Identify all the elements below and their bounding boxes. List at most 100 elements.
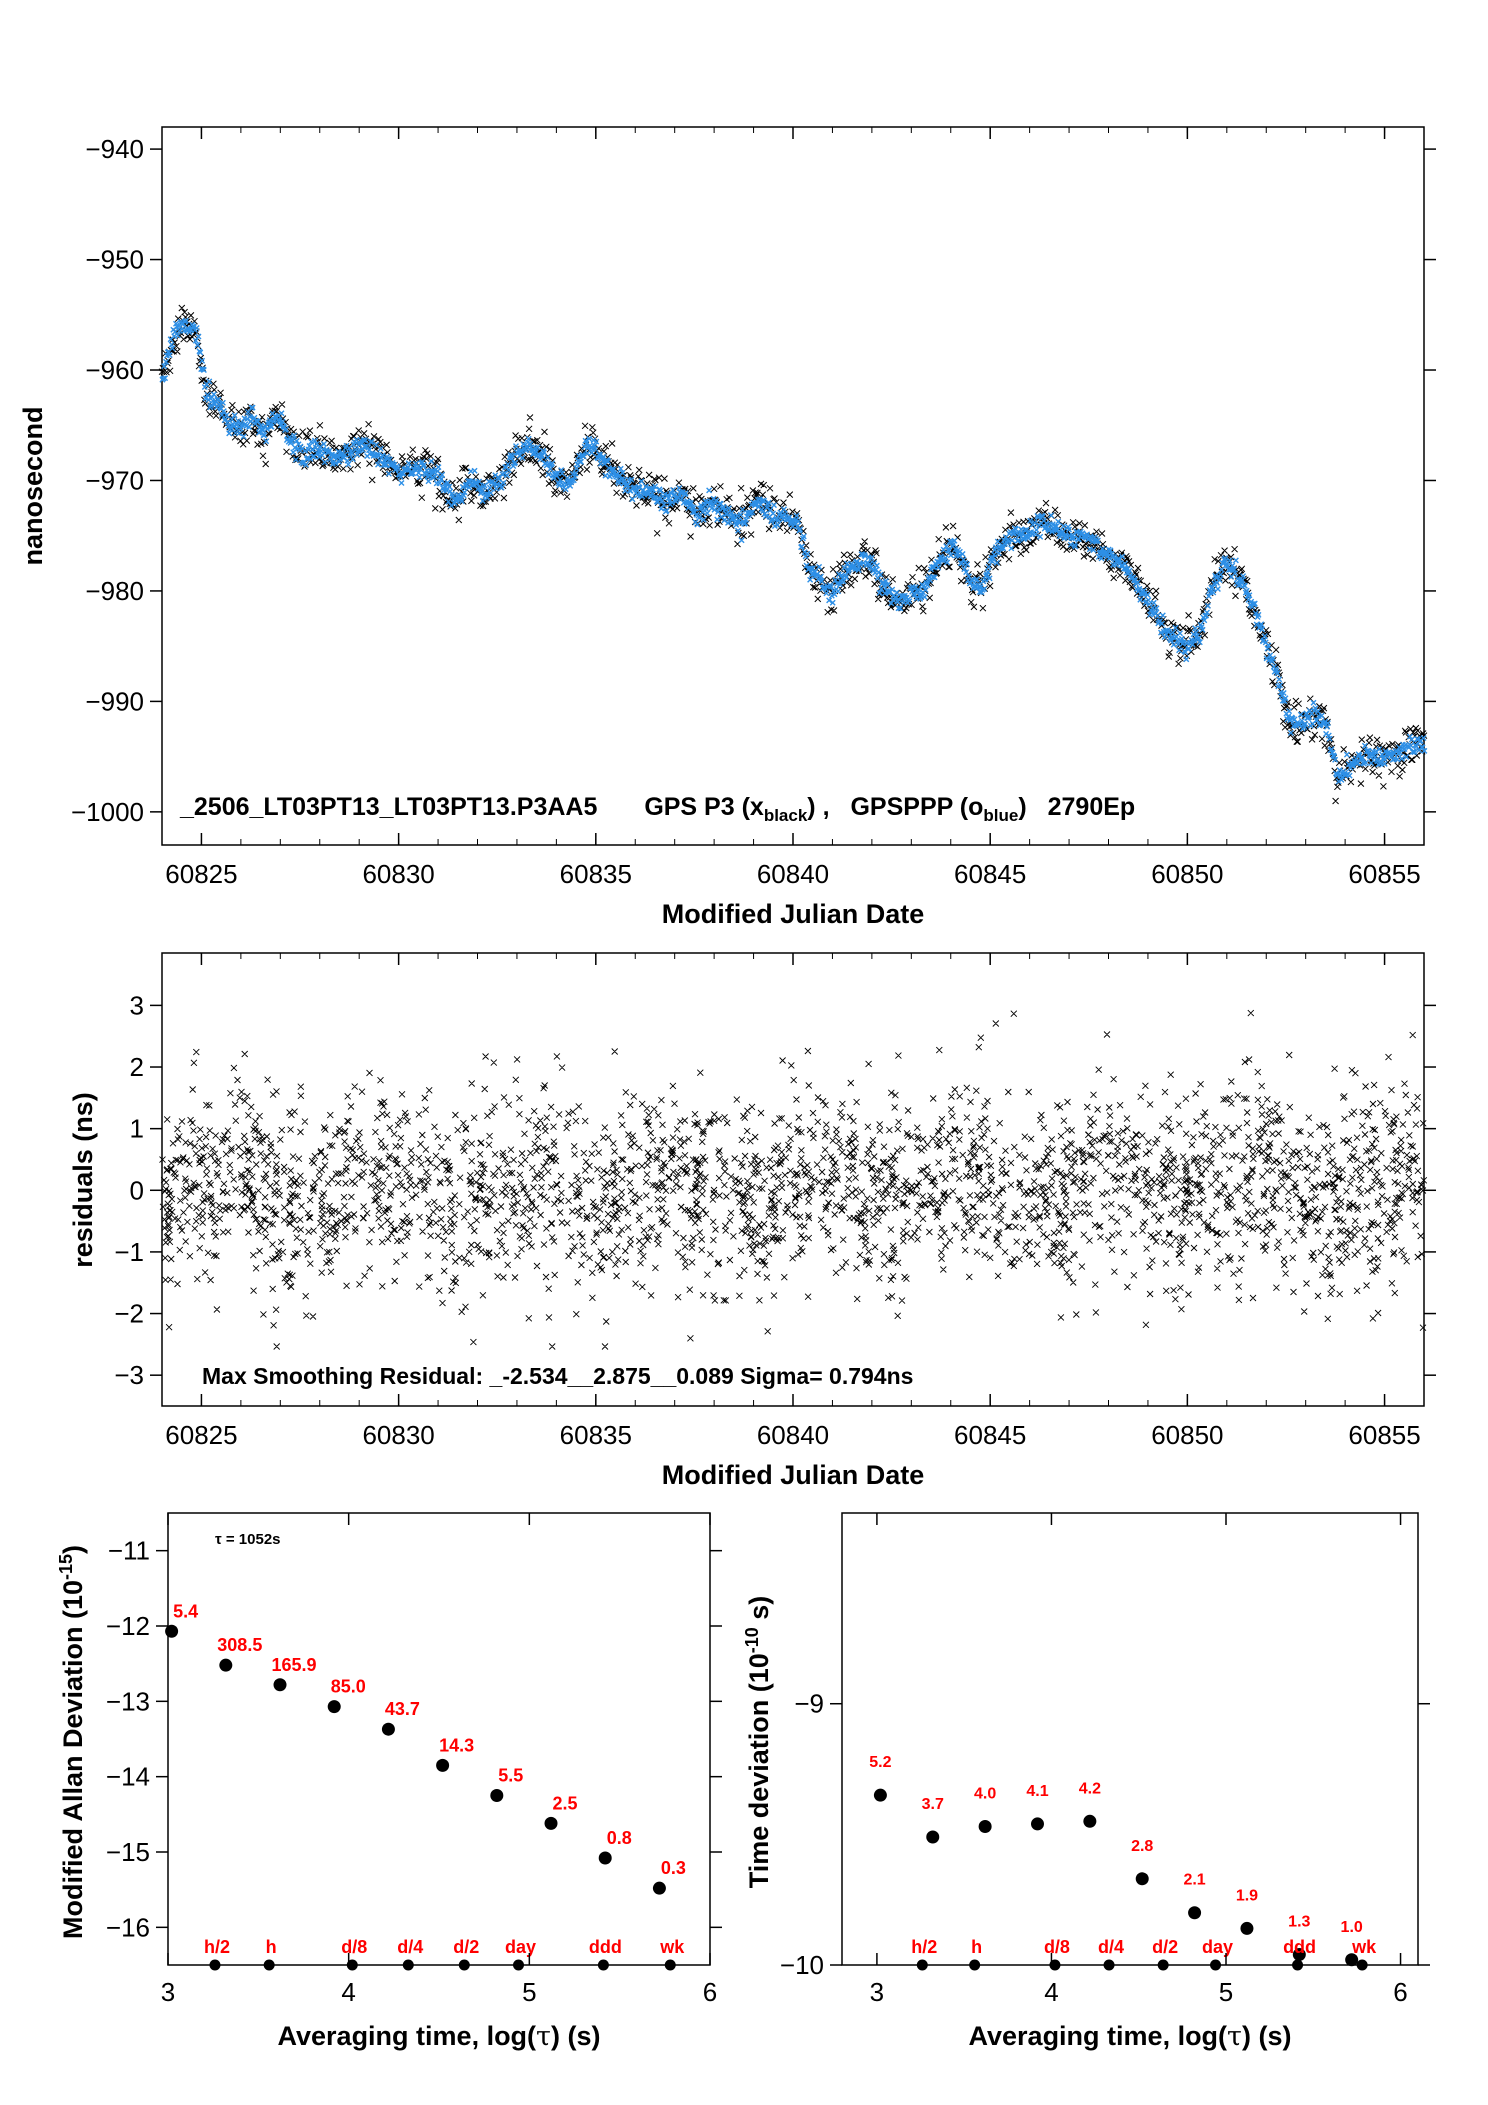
tau-marker-label: ddd: [589, 1937, 622, 1957]
tau-marker-label: h/2: [204, 1937, 230, 1957]
residual-annotation: Max Smoothing Residual: _-2.534__2.875__…: [202, 1363, 913, 1389]
y-tick-label: −980: [85, 576, 144, 606]
tdev-series: 5.2 3.7 4.0 4.1 4.2 2.8 2.1 1.9 1.3 1.0 h/2 h d/8 d/4…: [869, 1754, 1377, 1971]
y-tick-label: 0: [130, 1175, 144, 1205]
tau-marker-label: d/8: [1044, 1937, 1070, 1957]
x-tick-label: 3: [870, 1977, 884, 2007]
data-annotation: _2506_LT03PT13_LT03PT13.P3AA5 GPS P3 (xb…: [179, 793, 1135, 825]
point-label: 165.9: [271, 1655, 316, 1675]
y-axis-label: Modified Allan Deviation (10-15): [56, 1545, 88, 1939]
tau-marker: [664, 1959, 676, 1971]
point-label: 5.2: [869, 1754, 891, 1771]
point-label: 4.0: [974, 1786, 996, 1803]
deviation-point: [165, 1624, 179, 1638]
deviation-point: [219, 1658, 233, 1672]
deviation-point: [327, 1700, 341, 1714]
deviation-point: [1188, 1906, 1202, 1920]
gps-p3-points: [158, 304, 1428, 805]
y-tick-label: −11: [108, 1536, 150, 1566]
point-label: 5.4: [173, 1601, 198, 1621]
point-label: 0.8: [607, 1828, 632, 1848]
tau-marker: [263, 1959, 275, 1971]
deviation-point: [652, 1881, 666, 1895]
deviation-point: [1135, 1872, 1149, 1886]
x-tick-label: 60830: [362, 859, 434, 889]
deviation-point: [1240, 1921, 1254, 1935]
residual-points: [159, 1009, 1428, 1350]
y-tick-label: −950: [85, 245, 144, 275]
x-tick-label: 60840: [757, 1420, 829, 1450]
tau-marker-label: d/8: [341, 1937, 367, 1957]
tau-marker: [969, 1959, 981, 1971]
tau-marker-label: day: [1202, 1937, 1233, 1957]
tau-marker: [597, 1959, 609, 1971]
x-tick-label: 60835: [560, 859, 632, 889]
x-tick-label: 60825: [165, 859, 237, 889]
deviation-point: [1083, 1814, 1097, 1828]
point-label: 2.1: [1183, 1872, 1205, 1889]
tau-note: τ = 1052s: [215, 1531, 281, 1548]
y-tick-label: 1: [130, 1114, 144, 1144]
tau-marker: [1356, 1959, 1368, 1971]
tau-marker: [916, 1959, 928, 1971]
tau-marker-label: d/4: [397, 1937, 423, 1957]
deviation-point: [381, 1722, 395, 1736]
x-tick-label: 60855: [1348, 859, 1420, 889]
tau-marker: [346, 1959, 358, 1971]
plot-frame: [841, 1512, 1419, 1966]
y-tick-label: −990: [85, 686, 144, 716]
x-tick-label: 60855: [1348, 1420, 1420, 1450]
point-label: 14.3: [439, 1735, 474, 1755]
y-tick-label: −10: [780, 1950, 824, 1980]
x-tick-label: 60835: [560, 1420, 632, 1450]
residuals-chart: 60825 60830 60835 60840 60845 60850 60855 3 2 1 0 −…: [68, 952, 1436, 1490]
x-axis-label: Averaging time, log(τ) (s): [969, 2021, 1292, 2052]
plot-frame: [167, 1512, 711, 1966]
x-axis-label: Averaging time, log(τ) (s): [278, 2021, 601, 2052]
point-label: 0.3: [661, 1858, 686, 1878]
gpsppp-points: [159, 317, 1428, 785]
deviation-point: [1345, 1953, 1359, 1967]
tau-marker-label: ddd: [1283, 1937, 1316, 1957]
x-axis-label: Modified Julian Date: [662, 1460, 925, 1490]
x-tick-label: 60840: [757, 859, 829, 889]
deviation-point: [436, 1758, 450, 1772]
tau-marker: [512, 1959, 524, 1971]
tau-marker-label: wk: [659, 1937, 685, 1957]
point-label: 3.7: [922, 1796, 944, 1813]
y-tick-label: 3: [130, 990, 144, 1020]
point-label: 1.0: [1341, 1919, 1363, 1936]
y-tick-label: −15: [106, 1837, 150, 1867]
tau-marker: [209, 1959, 221, 1971]
tau-marker-label: day: [505, 1937, 536, 1957]
y-tick-label: −960: [85, 355, 144, 385]
time-deviation-chart: 5.2 3.7 4.0 4.1 4.2 2.8 2.1 1.9 1.3 1.0 h/2 h d/8 d/4…: [742, 1512, 1430, 2052]
plot-frame: [161, 952, 1425, 1407]
axis-ticks: 60825 60830 60835 60840 60845 60850 60855 −940 −…: [71, 127, 1436, 889]
y-tick-label: −1: [114, 1237, 144, 1267]
deviation-point: [978, 1820, 992, 1834]
tau-marker-label: wk: [1351, 1937, 1377, 1957]
tau-marker-label: h/2: [911, 1937, 937, 1957]
y-tick-label: −1000: [71, 797, 144, 827]
tau-marker-label: h: [971, 1937, 982, 1957]
tau-marker-label: h: [266, 1937, 277, 1957]
axis-ticks: 3 4 5 6 −11 −12 −13 −14 −15 −16: [106, 1513, 722, 2007]
tau-marker-label: d/2: [1152, 1937, 1178, 1957]
deviation-point: [490, 1789, 504, 1802]
x-axis-label: Modified Julian Date: [662, 899, 925, 929]
deviation-point: [926, 1830, 940, 1844]
plot-frame: [161, 126, 1425, 846]
allan-deviation-chart: 5.4 308.5 165.9 85.0 43.7 14.3 5.5 2.5 0.8 0.3 h/2…: [56, 1512, 722, 2052]
y-tick-label: −970: [85, 465, 144, 495]
point-label: 4.2: [1079, 1780, 1101, 1797]
tau-marker-label: d/2: [453, 1937, 479, 1957]
tau-marker-label: d/4: [1098, 1937, 1124, 1957]
deviation-point: [273, 1678, 287, 1692]
y-tick-label: −14: [106, 1762, 150, 1792]
point-label: 5.5: [498, 1766, 523, 1786]
point-label: 1.9: [1236, 1887, 1258, 1904]
y-tick-label: −9: [794, 1689, 824, 1719]
y-tick-label: −3: [114, 1360, 144, 1390]
tau-marker: [1157, 1959, 1169, 1971]
